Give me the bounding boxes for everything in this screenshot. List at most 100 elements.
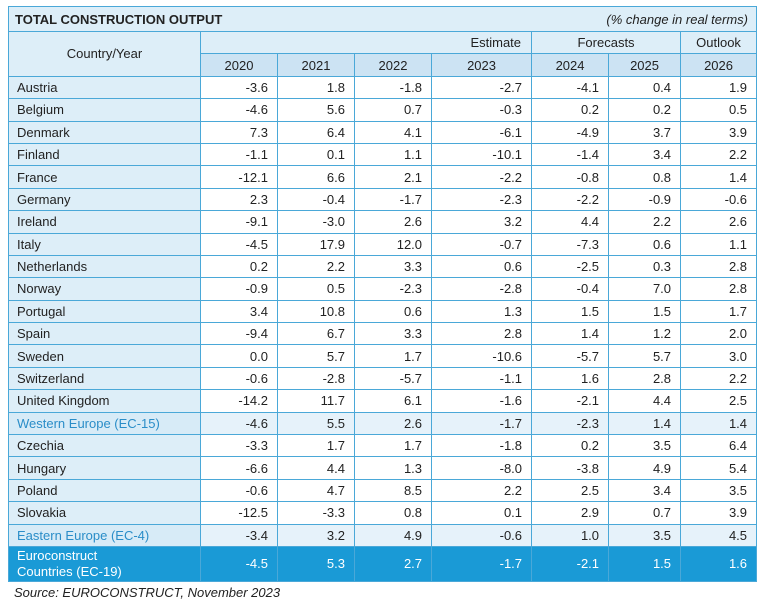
table-row: Portugal 3.4 10.8 0.6 1.3 1.5 1.5 1.7 <box>8 299 758 324</box>
value-cell: -1.1 <box>431 366 533 391</box>
table-row: Belgium -4.6 5.6 0.7 -0.3 0.2 0.2 0.5 <box>8 98 758 122</box>
value-cell: 1.4 <box>531 322 610 346</box>
value-cell: 2.8 <box>431 322 533 346</box>
value-cell: 1.9 <box>680 75 758 100</box>
year-header: 2022 <box>353 53 433 77</box>
value-cell: -12.1 <box>200 165 278 189</box>
value-cell: -0.9 <box>200 277 278 301</box>
total-name-line1: Euroconstruct <box>17 547 98 563</box>
value-cell: 1.4 <box>608 411 682 436</box>
value-cell: -0.4 <box>531 277 610 301</box>
total-value-cell: -4.5 <box>200 545 278 582</box>
value-cell: 0.2 <box>608 98 682 122</box>
value-cell: -3.8 <box>531 456 610 480</box>
table-row: Denmark 7.3 6.4 4.1 -6.1 -4.9 3.7 3.9 <box>8 120 758 144</box>
country-name: Portugal <box>8 299 201 324</box>
value-cell: 6.4 <box>680 434 758 458</box>
value-cell: -3.0 <box>277 210 355 234</box>
value-cell: -3.3 <box>200 434 278 458</box>
country-name: Slovakia <box>8 501 201 525</box>
value-cell: -1.7 <box>431 411 533 436</box>
value-cell: -8.0 <box>431 456 533 480</box>
value-cell: 2.5 <box>531 478 610 503</box>
value-cell: 3.4 <box>608 478 682 503</box>
value-cell: -2.3 <box>353 277 433 301</box>
table-row: Germany 2.3 -0.4 -1.7 -2.3 -2.2 -0.9 -0.6 <box>8 187 758 212</box>
value-cell: 5.7 <box>277 344 355 368</box>
source-note: Source: EUROCONSTRUCT, November 2023 <box>14 584 281 600</box>
value-cell: 4.5 <box>680 523 758 547</box>
year-header: 2023 <box>431 53 533 77</box>
value-cell: 0.8 <box>608 165 682 189</box>
value-cell: 0.4 <box>608 75 682 100</box>
value-cell: -4.9 <box>531 120 610 144</box>
value-cell: 17.9 <box>277 232 355 256</box>
value-cell: 2.9 <box>531 501 610 525</box>
value-cell: -2.1 <box>531 389 610 413</box>
total-value-cell: -1.7 <box>431 545 533 582</box>
value-cell: 3.7 <box>608 120 682 144</box>
value-cell: 0.8 <box>353 501 433 525</box>
table-row: Slovakia -12.5 -3.3 0.8 0.1 2.9 0.7 3.9 <box>8 501 758 525</box>
value-cell: -4.1 <box>531 75 610 100</box>
value-cell: 0.7 <box>608 501 682 525</box>
value-cell: 0.3 <box>608 254 682 279</box>
value-cell: 1.6 <box>531 366 610 391</box>
value-cell: 4.9 <box>608 456 682 480</box>
value-cell: 0.6 <box>431 254 533 279</box>
table-row: United Kingdom -14.2 11.7 6.1 -1.6 -2.1 4.4 2.5 <box>8 389 758 413</box>
value-cell: 1.3 <box>431 299 533 324</box>
year-header: 2024 <box>531 53 610 77</box>
value-cell: 3.4 <box>200 299 278 324</box>
year-header: 2021 <box>277 53 355 77</box>
value-cell: -2.3 <box>431 187 533 212</box>
country-name: Norway <box>8 277 201 301</box>
table-row: Ireland -9.1 -3.0 2.6 3.2 4.4 2.2 2.6 <box>8 210 758 234</box>
value-cell: 0.2 <box>531 98 610 122</box>
value-cell: 11.7 <box>277 389 355 413</box>
value-cell: 2.2 <box>680 366 758 391</box>
value-cell: 0.7 <box>353 98 433 122</box>
value-cell: 0.0 <box>200 344 278 368</box>
value-cell: -7.3 <box>531 232 610 256</box>
value-cell: 2.2 <box>431 478 533 503</box>
value-cell: -1.8 <box>431 434 533 458</box>
value-cell: 7.0 <box>608 277 682 301</box>
value-cell: 1.7 <box>277 434 355 458</box>
table-row: Poland -0.6 4.7 8.5 2.2 2.5 3.4 3.5 <box>8 478 758 503</box>
value-cell: 1.4 <box>680 165 758 189</box>
group-header-row: Country/Year Estimate Forecasts Outlook <box>8 30 758 77</box>
table-row: Spain -9.4 6.7 3.3 2.8 1.4 1.2 2.0 <box>8 322 758 346</box>
value-cell: 4.7 <box>277 478 355 503</box>
value-cell: 3.5 <box>680 478 758 503</box>
table-row: Netherlands 0.2 2.2 3.3 0.6 -2.5 0.3 2.8 <box>8 254 758 279</box>
value-cell: 0.2 <box>200 254 278 279</box>
value-cell: 1.7 <box>680 299 758 324</box>
value-cell: 3.5 <box>608 523 682 547</box>
value-cell: 4.4 <box>608 389 682 413</box>
country-name: Western Europe (EC-15) <box>8 411 201 436</box>
value-cell: 1.4 <box>680 411 758 436</box>
value-cell: -9.1 <box>200 210 278 234</box>
value-cell: -4.5 <box>200 232 278 256</box>
country-name: Finland <box>8 142 201 167</box>
total-value-cell: 1.5 <box>608 545 682 582</box>
value-cell: -1.6 <box>431 389 533 413</box>
value-cell: -6.1 <box>431 120 533 144</box>
value-cell: -1.8 <box>353 75 433 100</box>
value-cell: 0.5 <box>277 277 355 301</box>
value-cell: -1.7 <box>353 187 433 212</box>
value-cell: -4.6 <box>200 411 278 436</box>
value-cell: 1.5 <box>608 299 682 324</box>
table-row: Finland -1.1 0.1 1.1 -10.1 -1.4 3.4 2.2 <box>8 142 758 167</box>
country-name: Switzerland <box>8 366 201 391</box>
value-cell: 1.3 <box>353 456 433 480</box>
value-cell: -0.4 <box>277 187 355 212</box>
value-cell: -0.6 <box>200 366 278 391</box>
value-cell: 2.2 <box>608 210 682 234</box>
value-cell: 1.1 <box>680 232 758 256</box>
value-cell: 3.4 <box>608 142 682 167</box>
country-name: Denmark <box>8 120 201 144</box>
value-cell: 2.5 <box>680 389 758 413</box>
country-name: Czechia <box>8 434 201 458</box>
